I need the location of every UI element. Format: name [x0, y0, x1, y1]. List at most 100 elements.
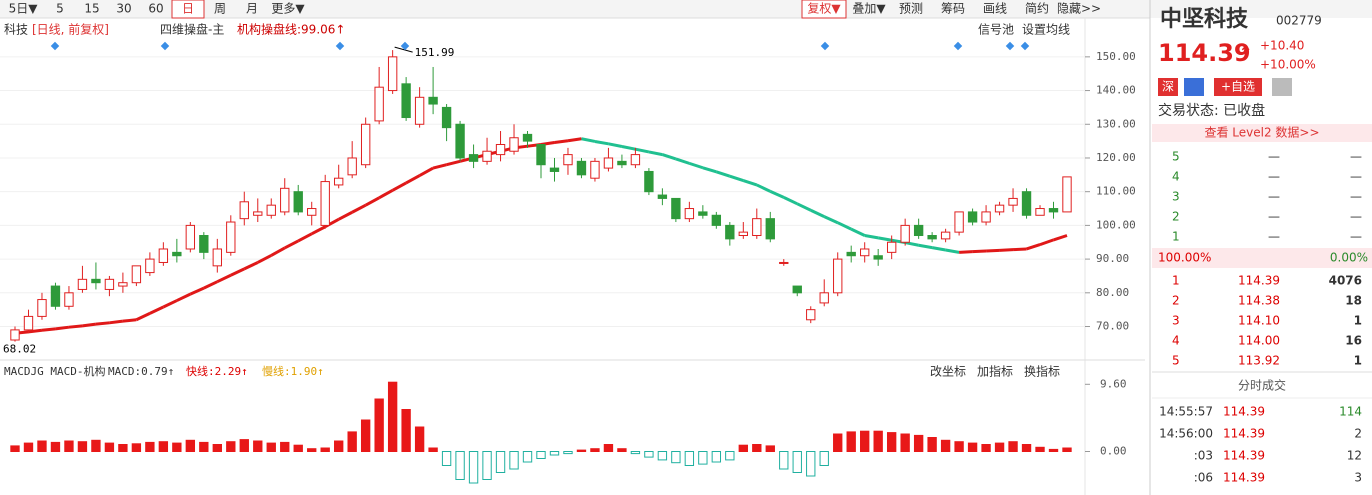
period-label: [日线, 前复权]: [32, 22, 109, 37]
candle-body: [711, 214, 722, 226]
period-active: [171, 0, 205, 19]
ma-line: [837, 221, 852, 231]
period-button[interactable]: 5日▼: [9, 2, 39, 16]
watch-button[interactable]: +自选: [1221, 80, 1255, 94]
macd-bar: [91, 439, 101, 452]
signal-button[interactable]: 信号池: [978, 23, 1014, 37]
trade-time: :03: [1194, 449, 1213, 463]
candle-body: [940, 231, 951, 240]
macd-bar: [833, 433, 843, 452]
buy-volume: 1: [1354, 354, 1362, 368]
level2-link[interactable]: 查看 Level2 数据>>: [1204, 125, 1319, 140]
tool-active: [801, 0, 847, 19]
macd-bar: [334, 440, 344, 452]
macd-bar: [37, 440, 47, 452]
indicator-button[interactable]: 改坐标: [930, 365, 966, 379]
alert-icon[interactable]: [1272, 78, 1292, 96]
macd-bar: [536, 451, 546, 459]
candle-body: [91, 278, 101, 284]
y-tick-label: 150.00: [1096, 50, 1136, 63]
period-button[interactable]: 周: [214, 2, 226, 16]
indicator-button[interactable]: 换指标: [1024, 364, 1060, 379]
candle-body: [414, 96, 425, 125]
macd-bar: [657, 451, 668, 461]
macd-bar: [374, 398, 384, 452]
macd-bar: [765, 445, 775, 452]
ma-line: [756, 183, 771, 193]
tool-button[interactable]: 复权▼: [807, 2, 841, 16]
candle-body: [927, 235, 937, 240]
macd-bar: [940, 439, 951, 452]
ma-setting[interactable]: 设置均线: [1022, 23, 1070, 37]
price-arrow: ↑: [1238, 43, 1253, 64]
ma-line: [176, 292, 191, 302]
candle-body: [698, 211, 708, 216]
buy-price: 114.38: [1238, 294, 1280, 308]
period-button[interactable]: 15: [84, 2, 99, 16]
macd-bar: [967, 442, 978, 453]
tool-button[interactable]: 画线: [983, 2, 1007, 16]
candle-body: [1035, 208, 1045, 216]
macd-bar: [23, 442, 34, 453]
buy-price: 114.00: [1238, 334, 1280, 348]
candle-body: [118, 282, 128, 287]
macd-bar: [698, 451, 708, 465]
ma-line: [688, 161, 704, 170]
trade-volume: 12: [1347, 449, 1362, 463]
buy-price: 114.39: [1238, 274, 1280, 288]
market-tag-bg: [1158, 78, 1178, 96]
ma-line: [446, 159, 461, 167]
period-button[interactable]: 更多▼: [271, 2, 305, 16]
tool-button[interactable]: 筹码: [941, 2, 965, 16]
macd-bar: [576, 449, 587, 453]
buy-volume: 4076: [1329, 274, 1362, 288]
macd-bar: [253, 440, 263, 452]
candle-body: [226, 221, 236, 253]
period-button[interactable]: 30: [116, 2, 131, 16]
macd-bar: [644, 451, 654, 458]
trade-price: 114.39: [1223, 449, 1265, 463]
macd-bar: [549, 451, 560, 456]
signal-marker: [953, 41, 963, 51]
ma-line: [391, 181, 407, 192]
period-button[interactable]: 5: [56, 2, 64, 16]
watch-bg[interactable]: [1214, 78, 1262, 96]
signal-marker: [1020, 41, 1030, 51]
macd-bar: [185, 439, 196, 452]
flash-icon[interactable]: [1184, 78, 1204, 96]
tool-button[interactable]: 预测: [899, 2, 923, 16]
tool-button[interactable]: 叠加▼: [852, 2, 886, 16]
ma-line: [378, 189, 394, 200]
macd-bar: [954, 441, 964, 453]
macd-bar: [752, 444, 762, 452]
period-button[interactable]: 日: [182, 2, 194, 16]
ma-line: [55, 325, 70, 331]
indicator-label[interactable]: 四维操盘-主: [160, 22, 224, 37]
candle-body: [563, 154, 573, 166]
buy-level: 1: [1172, 274, 1180, 288]
indicator-button[interactable]: 加指标: [977, 364, 1013, 379]
buy-price: 113.92: [1238, 354, 1280, 368]
macd-bar: [994, 442, 1005, 453]
tool-button[interactable]: 隐藏>>: [1057, 2, 1101, 16]
ma-line: [162, 299, 178, 309]
ma-line: [999, 248, 1014, 252]
sell-volume: —: [1350, 230, 1362, 244]
trade-time: 14:55:57: [1159, 405, 1213, 419]
macd-bar: [1062, 447, 1072, 452]
y-tick-label: 120.00: [1096, 151, 1136, 164]
macd-bar: [927, 437, 937, 452]
macd-bar: [738, 444, 748, 453]
candle-body: [738, 231, 748, 237]
candle-body: [603, 157, 614, 169]
period-button[interactable]: 月: [246, 2, 258, 16]
period-button[interactable]: 60: [148, 2, 163, 16]
macd-bar: [104, 442, 115, 453]
ma-line: [109, 319, 124, 325]
tool-button[interactable]: 简约: [1025, 1, 1049, 16]
candle-body: [522, 133, 533, 142]
candle-body: [1008, 197, 1018, 206]
buy-price: 114.10: [1238, 314, 1280, 328]
macd-fast: 快线:2.29↑: [186, 364, 248, 378]
ma-line: [257, 254, 272, 264]
